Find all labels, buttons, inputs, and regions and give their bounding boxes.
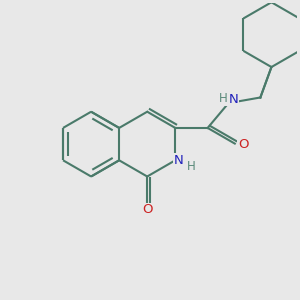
Text: H: H bbox=[219, 92, 227, 105]
Text: N: N bbox=[173, 154, 183, 167]
Text: N: N bbox=[229, 93, 238, 106]
Text: O: O bbox=[142, 203, 152, 216]
Text: O: O bbox=[238, 138, 248, 151]
Text: H: H bbox=[187, 160, 196, 173]
